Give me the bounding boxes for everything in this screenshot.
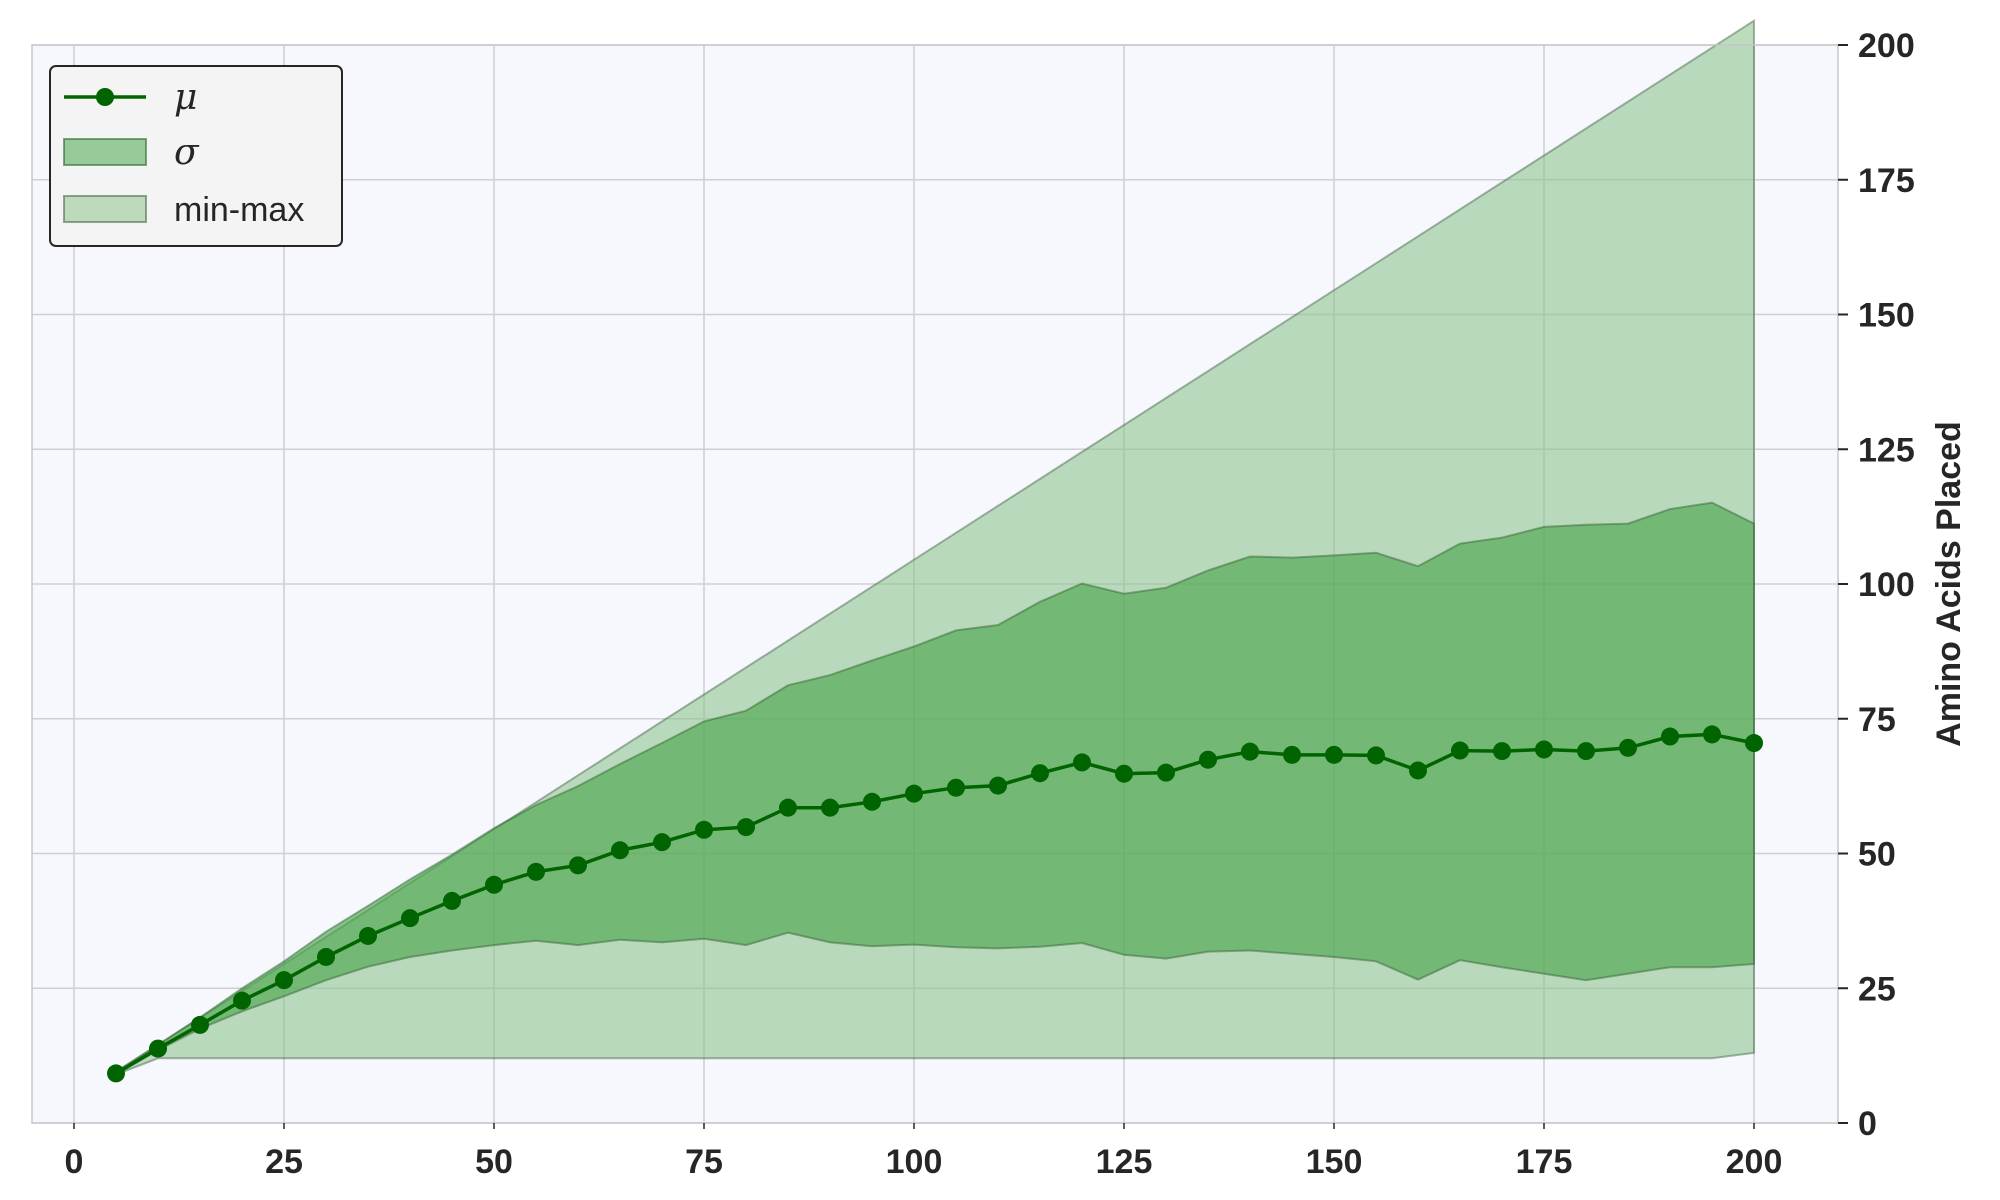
mean-point <box>1283 745 1301 764</box>
mean-point <box>1619 738 1637 757</box>
mean-point <box>947 778 965 797</box>
mean-point <box>1157 763 1175 782</box>
x-tick-label: 175 <box>1516 1143 1573 1181</box>
mean-line <box>115 732 1755 1075</box>
mean-series <box>107 725 1763 1083</box>
sigma-band <box>115 501 1755 1077</box>
x-tick-label: 50 <box>475 1143 513 1181</box>
x-axis-ticks: 0 25 50 75 100 125 150 175 200 <box>65 1123 1783 1181</box>
legend-swatch-sigma <box>63 138 147 166</box>
mean-point <box>1661 727 1679 746</box>
mean-point <box>653 833 671 852</box>
mean-point <box>821 798 839 817</box>
y-tick-label: 125 <box>1858 431 1915 469</box>
y-tick-label: 75 <box>1858 701 1896 739</box>
y-axis-title: Amino Acids Placed <box>1930 421 1968 747</box>
mean-point <box>1241 742 1259 761</box>
mean-point <box>989 776 1007 795</box>
mean-point <box>1451 741 1469 760</box>
mean-point <box>1115 764 1133 783</box>
y-tick-label: 150 <box>1858 297 1915 335</box>
x-tick-label: 125 <box>1096 1143 1153 1181</box>
y-tick-label: 100 <box>1858 566 1915 604</box>
mean-point <box>443 891 461 910</box>
legend-label-mean: μ <box>174 77 197 118</box>
mean-point <box>485 875 503 894</box>
x-tick-label: 25 <box>265 1143 303 1181</box>
mean-point <box>1577 742 1595 761</box>
y-tick-label: 175 <box>1858 162 1915 200</box>
x-tick-label: 0 <box>65 1143 84 1181</box>
y-tick-label: 0 <box>1858 1105 1877 1143</box>
legend-swatch-minmax <box>63 195 147 223</box>
mean-point <box>779 798 797 817</box>
y-tick-label: 200 <box>1858 27 1915 65</box>
mean-point <box>905 784 923 803</box>
mean-point <box>401 909 419 928</box>
mean-point <box>1409 761 1427 780</box>
x-tick-label: 200 <box>1726 1143 1783 1181</box>
mean-point <box>527 862 545 881</box>
mean-point <box>1073 753 1091 772</box>
y-tick-label: 25 <box>1858 970 1896 1008</box>
mean-point <box>1535 740 1553 759</box>
x-tick-label: 150 <box>1306 1143 1363 1181</box>
legend-marker-mean <box>96 88 114 106</box>
mean-point <box>1031 764 1049 783</box>
mean-point <box>863 792 881 811</box>
mean-point <box>1703 725 1721 744</box>
mean-point <box>149 1039 167 1058</box>
y-axis-ticks: 0 25 50 75 100 125 150 175 200 <box>1838 27 1915 1143</box>
mean-point <box>1325 745 1343 764</box>
bands <box>115 18 1755 1077</box>
legend-label-sigma: σ <box>174 132 200 173</box>
mean-point <box>317 947 335 966</box>
mean-point <box>275 971 293 990</box>
mean-point <box>1367 746 1385 765</box>
mean-point <box>1493 742 1511 761</box>
x-tick-label: 75 <box>685 1143 723 1181</box>
mean-point <box>107 1064 125 1083</box>
mean-point <box>1745 734 1763 753</box>
mean-point <box>1199 750 1217 769</box>
mean-point <box>611 841 629 860</box>
y-tick-label: 50 <box>1858 836 1896 874</box>
mean-point <box>737 818 755 837</box>
mean-point <box>359 926 377 945</box>
legend: μ σ min-max <box>49 65 343 247</box>
mean-point <box>233 991 251 1010</box>
mean-point <box>569 856 587 875</box>
x-tick-label: 100 <box>886 1143 943 1181</box>
mean-point <box>695 820 713 839</box>
mean-point <box>191 1015 209 1034</box>
legend-label-minmax: min-max <box>174 191 304 229</box>
